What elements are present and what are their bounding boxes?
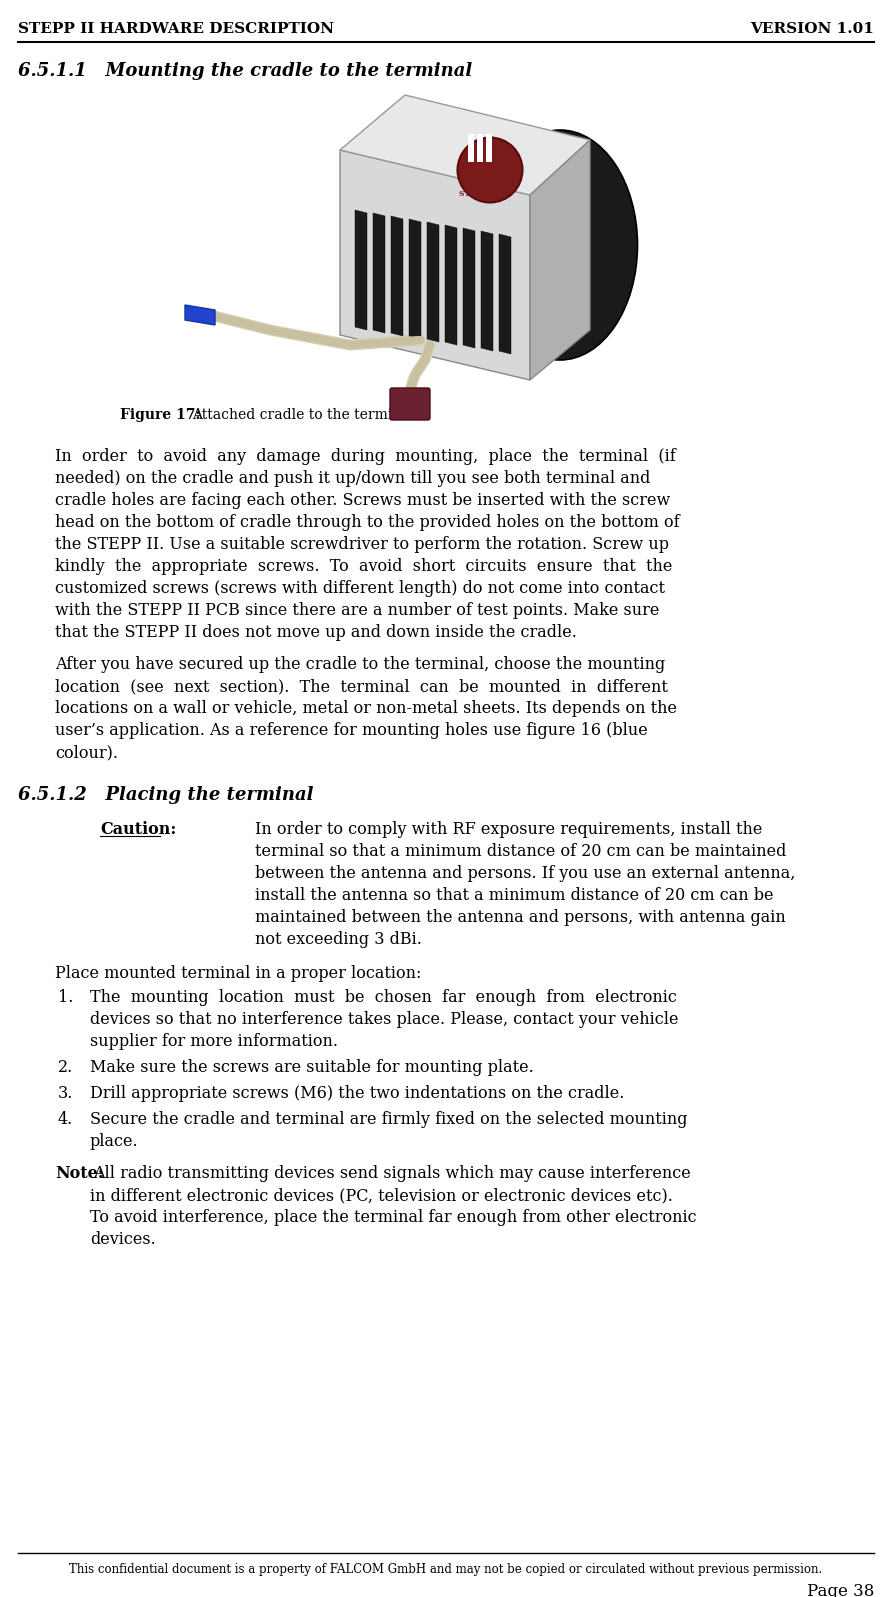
Text: with the STEPP II PCB since there are a number of test points. Make sure: with the STEPP II PCB since there are a … xyxy=(55,602,659,620)
Text: not exceeding 3 dBi.: not exceeding 3 dBi. xyxy=(255,931,422,949)
Text: that the STEPP II does not move up and down inside the cradle.: that the STEPP II does not move up and d… xyxy=(55,624,577,640)
Text: Place mounted terminal in a proper location:: Place mounted terminal in a proper locat… xyxy=(55,965,421,982)
Polygon shape xyxy=(340,150,530,380)
Text: 4.: 4. xyxy=(58,1112,73,1127)
Text: customized screws (screws with different length) do not come into contact: customized screws (screws with different… xyxy=(55,580,665,597)
Text: 1.: 1. xyxy=(58,989,73,1006)
Text: supplier for more information.: supplier for more information. xyxy=(90,1033,338,1049)
Text: user’s application. As a reference for mounting holes use figure 16 (blue: user’s application. As a reference for m… xyxy=(55,722,648,739)
Text: location  (see  next  section).  The  terminal  can  be  mounted  in  different: location (see next section). The termina… xyxy=(55,679,668,695)
Text: Make sure the screws are suitable for mounting plate.: Make sure the screws are suitable for mo… xyxy=(90,1059,533,1076)
Text: maintained between the antenna and persons, with antenna gain: maintained between the antenna and perso… xyxy=(255,909,786,926)
Text: Figure 17:: Figure 17: xyxy=(120,407,201,422)
Text: In order to comply with RF exposure requirements, install the: In order to comply with RF exposure requ… xyxy=(255,821,763,838)
Text: In  order  to  avoid  any  damage  during  mounting,  place  the  terminal  (if: In order to avoid any damage during moun… xyxy=(55,449,676,465)
Text: All radio transmitting devices send signals which may cause interference: All radio transmitting devices send sign… xyxy=(93,1164,690,1182)
Text: needed) on the cradle and push it up/down till you see both terminal and: needed) on the cradle and push it up/dow… xyxy=(55,470,650,487)
Text: This confidential document is a property of FALCOM GmbH and may not be copied or: This confidential document is a property… xyxy=(70,1563,822,1576)
Polygon shape xyxy=(463,228,475,348)
Text: 3.: 3. xyxy=(58,1084,73,1102)
Text: 2.: 2. xyxy=(58,1059,73,1076)
Polygon shape xyxy=(391,216,403,335)
Text: VERSION 1.01: VERSION 1.01 xyxy=(750,22,874,37)
Text: between the antenna and persons. If you use an external antenna,: between the antenna and persons. If you … xyxy=(255,866,796,882)
Text: Drill appropriate screws (M6) the two indentations on the cradle.: Drill appropriate screws (M6) the two in… xyxy=(90,1084,624,1102)
Text: Attached cradle to the terminal.: Attached cradle to the terminal. xyxy=(192,407,418,422)
Text: Secure the cradle and terminal are firmly fixed on the selected mounting: Secure the cradle and terminal are firml… xyxy=(90,1112,688,1127)
Text: The  mounting  location  must  be  chosen  far  enough  from  electronic: The mounting location must be chosen far… xyxy=(90,989,677,1006)
Bar xyxy=(468,134,474,161)
Polygon shape xyxy=(185,305,215,326)
Text: install the antenna so that a minimum distance of 20 cm can be: install the antenna so that a minimum di… xyxy=(255,886,773,904)
Ellipse shape xyxy=(483,129,638,359)
Text: place.: place. xyxy=(90,1132,138,1150)
Text: cradle holes are facing each other. Screws must be inserted with the screw: cradle holes are facing each other. Scre… xyxy=(55,492,670,509)
Text: colour).: colour). xyxy=(55,744,118,762)
Bar xyxy=(486,134,492,161)
Text: kindly  the  appropriate  screws.  To  avoid  short  circuits  ensure  that  the: kindly the appropriate screws. To avoid … xyxy=(55,557,673,575)
Text: To avoid interference, place the terminal far enough from other electronic: To avoid interference, place the termina… xyxy=(90,1209,697,1226)
Text: terminal so that a minimum distance of 20 cm can be maintained: terminal so that a minimum distance of 2… xyxy=(255,843,787,861)
Polygon shape xyxy=(427,222,439,342)
Bar xyxy=(477,134,483,161)
Polygon shape xyxy=(530,141,590,380)
Polygon shape xyxy=(355,209,367,331)
Text: 6.5.1.1   Mounting the cradle to the terminal: 6.5.1.1 Mounting the cradle to the termi… xyxy=(18,62,472,80)
Text: locations on a wall or vehicle, metal or non-metal sheets. Its depends on the: locations on a wall or vehicle, metal or… xyxy=(55,699,677,717)
Polygon shape xyxy=(340,94,590,195)
Text: STEPP II HARDWARE DESCRIPTION: STEPP II HARDWARE DESCRIPTION xyxy=(18,22,334,37)
Ellipse shape xyxy=(458,137,523,203)
Polygon shape xyxy=(373,212,385,334)
Polygon shape xyxy=(409,219,421,339)
Text: in different electronic devices (PC, television or electronic devices etc).: in different electronic devices (PC, tel… xyxy=(90,1187,673,1204)
Polygon shape xyxy=(499,235,511,355)
Text: devices so that no interference takes place. Please, contact your vehicle: devices so that no interference takes pl… xyxy=(90,1011,679,1028)
Text: 6.5.1.2   Placing the terminal: 6.5.1.2 Placing the terminal xyxy=(18,786,313,803)
Text: head on the bottom of cradle through to the provided holes on the bottom of: head on the bottom of cradle through to … xyxy=(55,514,680,530)
Text: Caution:: Caution: xyxy=(100,821,177,838)
Polygon shape xyxy=(481,232,493,351)
Text: the STEPP II. Use a suitable screwdriver to perform the rotation. Screw up: the STEPP II. Use a suitable screwdriver… xyxy=(55,537,669,553)
Text: After you have secured up the cradle to the terminal, choose the mounting: After you have secured up the cradle to … xyxy=(55,656,665,672)
Text: STEPP II: STEPP II xyxy=(458,190,498,198)
Text: Note:: Note: xyxy=(55,1164,103,1182)
Text: devices.: devices. xyxy=(90,1231,156,1247)
Text: Page 38: Page 38 xyxy=(806,1583,874,1597)
FancyBboxPatch shape xyxy=(390,388,430,420)
Polygon shape xyxy=(445,225,457,345)
